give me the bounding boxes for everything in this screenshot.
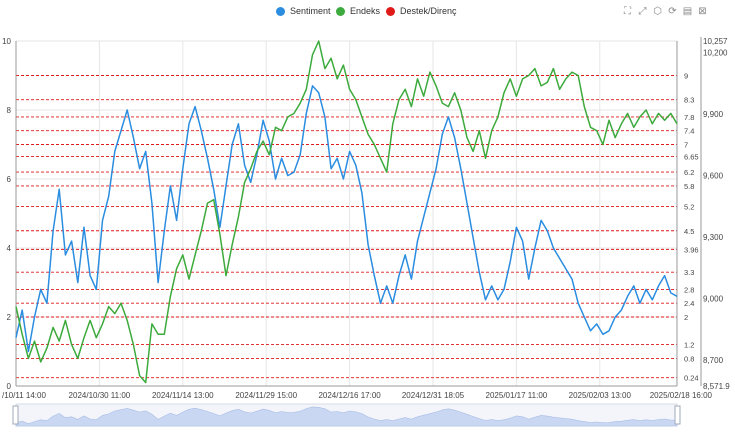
support-resistance-label: 1.2 bbox=[684, 341, 694, 350]
support-resistance-label: 6.65 bbox=[684, 153, 699, 162]
support-resistance-label: 6.2 bbox=[684, 168, 694, 177]
right-y-tick-label: 8,571.9 bbox=[703, 382, 730, 391]
right-y-tick-label: 9,300 bbox=[703, 233, 724, 242]
support-resistance-label: 4.5 bbox=[684, 227, 694, 236]
x-tick-label: 2024/10/30 11:00 bbox=[69, 391, 131, 400]
zoom-icon[interactable]: ⛶ bbox=[624, 6, 631, 17]
support-resistance-label: 7 bbox=[684, 141, 688, 150]
support-resistance-label: 3.96 bbox=[684, 245, 699, 254]
support-resistance-label: 0.24 bbox=[684, 374, 699, 383]
right-y-tick-label: 10,257 bbox=[703, 37, 728, 46]
right-y-tick-label: 8,700 bbox=[703, 356, 724, 365]
legend-dot-destek-direnc bbox=[386, 6, 395, 16]
support-resistance-label: 5.2 bbox=[684, 203, 694, 212]
support-resistance-label: 2.4 bbox=[684, 299, 694, 308]
zoom-handle-left[interactable] bbox=[12, 405, 19, 425]
zoom-handle-right[interactable] bbox=[674, 405, 681, 425]
legend-dot-endeks bbox=[336, 6, 345, 16]
y-tick-label: 8 bbox=[7, 106, 12, 115]
support-resistance-label: 9 bbox=[684, 72, 688, 81]
legend-item-sentiment[interactable]: Sentiment bbox=[276, 6, 331, 16]
chart-toolbox: ⛶ ⤢ ⬡ ⟳ ▤ ⊠ bbox=[622, 6, 708, 17]
x-tick-label: 2025/02/03 13:00 bbox=[569, 391, 632, 400]
support-resistance-label: 7.8 bbox=[684, 113, 694, 122]
y-tick-label: 10 bbox=[2, 37, 11, 46]
support-resistance-label: 7.4 bbox=[684, 127, 694, 136]
zoom-slider-preview bbox=[15, 406, 678, 427]
legend-label-endeks: Endeks bbox=[350, 6, 381, 16]
y-tick-label: 4 bbox=[7, 244, 12, 253]
y-tick-label: 2 bbox=[7, 313, 12, 322]
x-tick-label: 2025/02/18 16:00 bbox=[650, 391, 713, 400]
series-line-sentiment bbox=[15, 85, 678, 353]
x-tick-label: 2024/11/14 13:00 bbox=[152, 391, 214, 400]
support-resistance-label: 3.3 bbox=[684, 268, 694, 277]
support-resistance-label: 0.8 bbox=[684, 354, 694, 363]
legend-item-destek-direnc[interactable]: Destek/Direnç bbox=[386, 6, 457, 16]
legend-label-sentiment: Sentiment bbox=[290, 6, 331, 16]
chart-legend: Sentiment Endeks Destek/Direnç bbox=[0, 6, 735, 20]
data-view-icon[interactable]: ▤ bbox=[682, 6, 693, 17]
x-tick-label: 2025/01/17 11:00 bbox=[486, 391, 548, 400]
right-y-tick-label: 9,600 bbox=[703, 172, 724, 181]
right-y-tick-label: 9,000 bbox=[703, 294, 724, 303]
save-image-icon[interactable]: ⊠ bbox=[698, 6, 707, 17]
legend-dot-sentiment bbox=[276, 6, 285, 16]
legend-item-endeks[interactable]: Endeks bbox=[336, 6, 380, 16]
refresh-icon[interactable]: ⟳ bbox=[668, 6, 677, 17]
y-tick-label: 6 bbox=[7, 175, 12, 184]
right-y-tick-label: 9,900 bbox=[703, 110, 724, 119]
support-resistance-label: 2.8 bbox=[684, 285, 694, 294]
series-line-endeks bbox=[15, 40, 678, 384]
support-resistance-label: 5.8 bbox=[684, 182, 694, 191]
legend-label-destek-direnc: Destek/Direnç bbox=[400, 6, 457, 16]
right-y-tick-label: 10,200 bbox=[703, 49, 728, 58]
x-tick-label: 2024/12/31 18:05 bbox=[402, 391, 465, 400]
zoom-reset-icon[interactable]: ⤢ bbox=[638, 6, 647, 17]
support-resistance-label: 8.3 bbox=[684, 96, 694, 105]
x-tick-label: /10/11 14:00 bbox=[2, 391, 46, 400]
y-tick-label: 0 bbox=[7, 382, 12, 391]
support-resistance-label: 2 bbox=[684, 313, 688, 322]
x-tick-label: 2024/12/16 17:00 bbox=[318, 391, 381, 400]
x-tick-label: 2024/11/29 15:00 bbox=[235, 391, 297, 400]
restore-icon[interactable]: ⬡ bbox=[653, 6, 662, 17]
